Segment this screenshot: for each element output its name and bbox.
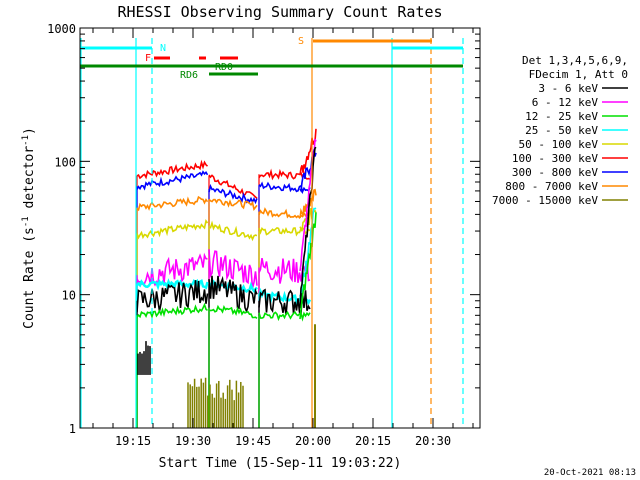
x-tick-label: 19:15	[115, 434, 151, 448]
y-label-end: )	[22, 127, 37, 135]
series-line	[258, 168, 311, 181]
legend: Det 1,3,4,5,6,9, FDecim 1, Att 0 3 - 6 k…	[492, 54, 628, 207]
y-label-mid: detector	[22, 146, 37, 217]
y-label-sup2: -1	[21, 135, 31, 146]
chart-title: RHESSI Observing Summary Count Rates	[117, 3, 442, 21]
x-axis-label: Start Time (15-Sep-11 19:03:22)	[159, 456, 402, 471]
legend-header-2: FDecim 1, Att 0	[529, 68, 628, 81]
series-line	[208, 174, 258, 199]
generation-timestamp: 20-Oct-2021 08:13	[544, 468, 636, 478]
flag-label: RD6	[180, 70, 198, 81]
y-label-main: Count Rate (s	[22, 227, 37, 329]
flag-layer: NF RD0 RD6 S	[80, 36, 464, 428]
flag-label: N	[160, 43, 166, 54]
series-line	[136, 252, 208, 287]
x-tick-label: 20:30	[415, 434, 451, 448]
series-flare-rise	[299, 138, 317, 272]
plot-frame	[79, 27, 481, 429]
series-flare-rise	[299, 212, 317, 320]
x-tick-label: 19:45	[235, 434, 271, 448]
legend-label: 800 - 7000 keV	[505, 180, 598, 193]
y-axis-label: Count Rate (s-1 detector-1)	[21, 127, 37, 329]
x-tick-label: 20:15	[355, 434, 391, 448]
series-line	[208, 275, 258, 314]
legend-label: 300 - 800 keV	[512, 166, 598, 179]
legend-label: 25 - 50 keV	[525, 124, 598, 137]
series-line	[208, 183, 258, 205]
series-line	[208, 198, 258, 212]
series-line	[258, 257, 311, 284]
y-label-sup1: -1	[21, 216, 31, 227]
series-line	[258, 207, 311, 219]
series-line	[136, 302, 208, 320]
series-line	[136, 170, 209, 191]
tick-layer: 19:15 19:30 19:45 20:00 20:15 20:30 1 10 100 1000	[47, 22, 480, 448]
series-line	[208, 220, 258, 242]
series-flare-rise	[299, 146, 317, 309]
series-line	[136, 195, 209, 212]
y-tick-label: 10	[62, 289, 76, 303]
series-line	[208, 249, 258, 289]
x-tick-label: 20:00	[295, 434, 331, 448]
y-tick-label: 1000	[47, 22, 76, 36]
y-tick-label: 100	[54, 155, 76, 169]
legend-label: 50 - 100 keV	[519, 138, 599, 151]
legend-label: 100 - 300 keV	[512, 152, 598, 165]
legend-label: 7000 - 15000 keV	[492, 194, 598, 207]
series-flare-rise	[299, 128, 317, 176]
series-line	[258, 311, 311, 322]
series-line	[136, 159, 209, 180]
y-tick-label: 1	[69, 422, 76, 436]
series-line	[208, 304, 258, 320]
flag-label: F	[145, 53, 151, 64]
flag-label: S	[298, 36, 304, 47]
x-tick-label: 19:30	[175, 434, 211, 448]
flag-label: RD0	[215, 62, 233, 73]
legend-label: 3 - 6 keV	[538, 82, 598, 95]
series-line	[136, 218, 209, 240]
legend-header-1: Det 1,3,4,5,6,9,	[522, 54, 628, 67]
data-layer	[136, 128, 317, 428]
legend-label: 6 - 12 keV	[532, 96, 599, 109]
legend-label: 12 - 25 keV	[525, 110, 598, 123]
series-line	[136, 280, 209, 313]
